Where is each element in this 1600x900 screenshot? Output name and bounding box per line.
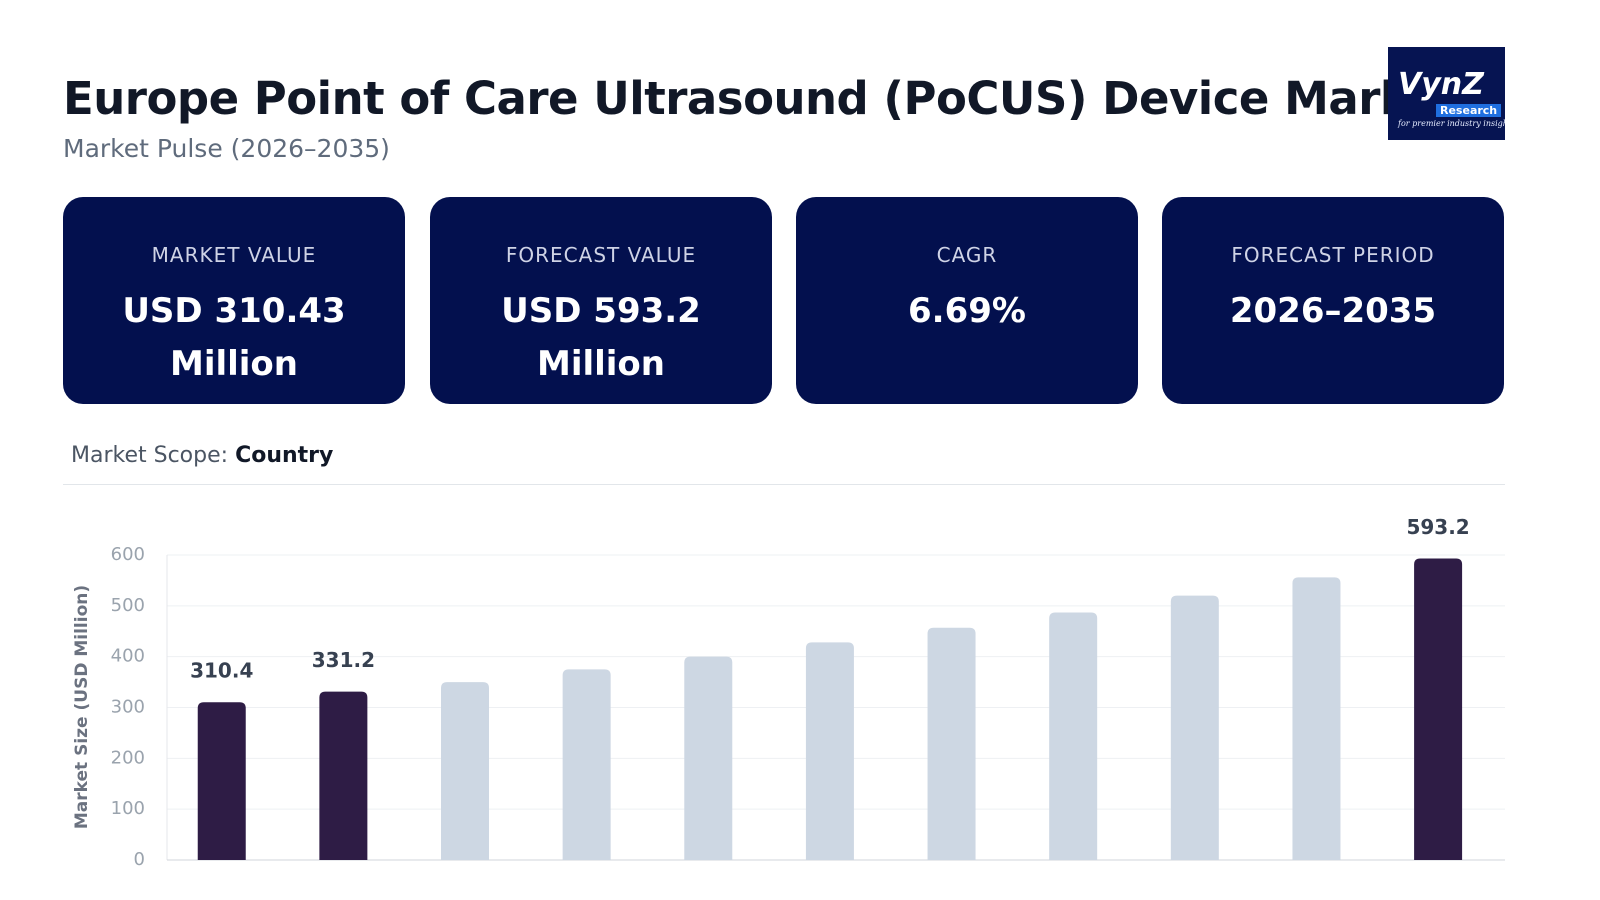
scope-label: Market Scope: [71,443,229,468]
y-tick-label: 400 [111,646,145,667]
logo-tagline: for premier industry insights [1398,119,1505,128]
kpi-label: MARKET VALUE [151,243,317,267]
y-tick-label: 100 [111,798,145,819]
value-label: 593.2 [1406,515,1469,539]
bar [562,669,611,860]
y-tick-label: 200 [111,747,145,768]
kpi-card: FORECAST VALUE USD 593.2 Million [430,197,772,404]
logo: VynZ Research for premier industry insig… [1388,47,1505,140]
bar [441,682,490,860]
kpi-card: MARKET VALUE USD 310.43 Million [63,197,405,404]
bar [1049,612,1098,860]
bar [197,702,246,860]
kpi-card: FORECAST PERIOD 2026–2035 [1162,197,1504,404]
kpi-label: CAGR [936,243,998,267]
bar [684,656,733,860]
bar [927,627,976,860]
y-tick-label: 0 [134,849,145,870]
bar [1414,558,1463,860]
kpi-card: CAGR 6.69% [796,197,1138,404]
kpi-value: USD 310.43 Million [122,291,346,384]
y-tick-label: 500 [111,595,145,616]
logo-sub: Research [1436,104,1502,117]
scope-value: Country [235,443,334,468]
scope: Market Scope: Country [71,443,333,468]
kpi-value: USD 593.2 Million [501,291,701,384]
bar [319,691,368,860]
bar [805,642,854,860]
value-label: 310.4 [190,659,253,683]
subtitle: Market Pulse (2026–2035) [63,134,390,163]
kpi-label: FORECAST PERIOD [1231,243,1435,267]
kpi-label: FORECAST VALUE [505,243,697,267]
title: Europe Point of Care Ultrasound (PoCUS) … [63,72,1460,125]
kpi-value: 2026–2035 [1229,291,1437,331]
logo-brand: VynZ [1398,67,1484,102]
separator [63,484,1505,485]
value-label: 331.2 [312,648,375,672]
y-tick-label: 600 [111,544,145,565]
bar [1170,595,1219,860]
bar [1292,577,1341,860]
kpi-value: 6.69% [908,291,1026,331]
y-axis-title: Market Size (USD Million) [72,585,92,829]
y-tick-label: 300 [111,697,145,718]
